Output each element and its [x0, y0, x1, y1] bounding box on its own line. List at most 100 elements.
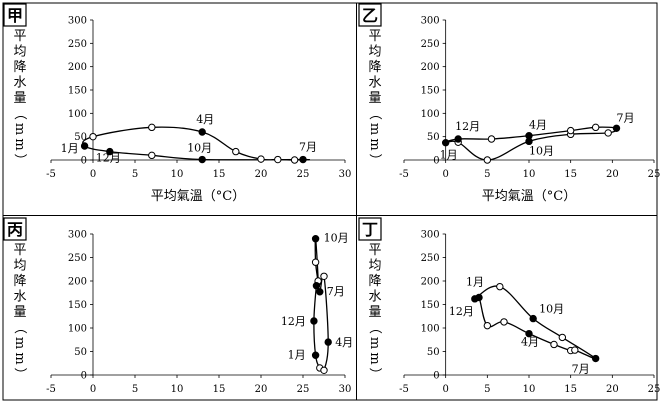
y-tick-label: 50 [74, 132, 87, 143]
y-axis-label-char: （ [367, 321, 382, 334]
point-marker-open [320, 272, 328, 280]
point-marker-open [487, 135, 496, 143]
point-marker-open [148, 123, 156, 132]
x-tick-label: 0 [90, 169, 96, 180]
point-marker-open [558, 333, 567, 342]
point-marker-open [550, 340, 558, 349]
point-marker-filled [198, 155, 206, 164]
x-tick-label: -5 [399, 169, 409, 180]
x-tick-label: 20 [606, 384, 619, 395]
point-marker-filled [311, 235, 320, 243]
x-tick-label: -5 [46, 169, 56, 180]
point-marker-filled [106, 147, 114, 156]
y-tick-label: 300 [68, 16, 87, 27]
y-axis-label-char: （ [367, 107, 382, 120]
month-label: 12月 [96, 152, 121, 165]
x-tick-label: 0 [442, 384, 448, 395]
point-marker-open [571, 346, 579, 354]
y-tick-label: 200 [421, 62, 440, 73]
panel-label: 乙 [362, 6, 378, 25]
y-axis-label-char: 水 [368, 76, 381, 91]
month-label: 12月 [281, 315, 306, 328]
y-axis-label-char: 平 [368, 243, 381, 258]
point-marker-filled [311, 351, 320, 359]
y-axis-label-char: ） [367, 367, 382, 380]
y-axis-label-char: m [367, 123, 382, 135]
x-tick-label: 5 [132, 169, 138, 180]
point-marker-filled [198, 128, 206, 136]
month-label: 7月 [617, 111, 635, 124]
month-label: 7月 [572, 363, 590, 376]
y-tick-label: 0 [433, 371, 439, 382]
month-label: 10月 [187, 142, 212, 155]
y-tick-label: 100 [68, 324, 87, 335]
y-tick-label: 150 [68, 300, 87, 311]
month-label: 4月 [196, 113, 214, 126]
point-marker-open [257, 155, 265, 163]
point-marker-filled [316, 288, 324, 296]
point-marker-open [496, 282, 504, 291]
month-label: 12月 [455, 120, 480, 133]
month-label: 4月 [529, 119, 547, 132]
y-axis-label-char: 水 [13, 290, 26, 305]
y-tick-label: 250 [421, 253, 440, 264]
y-axis-label-char: 量 [368, 91, 381, 106]
y-axis-label-char: 降 [13, 274, 26, 289]
month-label: 1月 [61, 142, 79, 155]
y-axis-label-char: m [367, 337, 382, 349]
point-marker-filled [529, 314, 537, 323]
point-marker-filled [471, 295, 479, 303]
point-marker-filled [310, 317, 318, 325]
y-axis-label-char: m [12, 352, 27, 364]
y-axis-label-char: m [12, 123, 27, 135]
x-tick-label: -5 [46, 384, 56, 395]
x-tick-label: 10 [523, 169, 536, 180]
y-axis-label-char: 平 [368, 29, 381, 44]
month-label: 12月 [449, 305, 474, 318]
y-tick-label: 250 [68, 39, 87, 50]
x-tick-label: 20 [255, 384, 268, 395]
y-axis-label-char: 平 [13, 243, 26, 258]
y-tick-label: 250 [421, 39, 440, 50]
y-axis-label-char: 水 [368, 290, 381, 305]
point-marker-open [311, 258, 320, 266]
y-axis-label-char: m [12, 337, 27, 349]
point-marker-filled [299, 155, 307, 164]
x-tick-label: 5 [132, 384, 138, 395]
y-tick-label: 150 [68, 86, 87, 97]
y-tick-label: 0 [433, 156, 439, 167]
y-tick-label: 100 [68, 109, 87, 120]
x-axis-label: 平均氣溫（°C） [151, 189, 245, 204]
panel-label: 丙 [7, 220, 23, 239]
y-axis-label-char: 降 [368, 274, 381, 289]
y-axis-label-char: 降 [368, 60, 381, 75]
point-marker-open [483, 321, 492, 330]
x-tick-label: 15 [564, 384, 577, 395]
x-tick-label: 30 [339, 384, 352, 395]
point-marker-open [483, 156, 492, 164]
point-marker-open [232, 147, 240, 156]
y-axis-label-char: m [367, 352, 382, 364]
y-axis-label-char: 均 [13, 259, 26, 274]
y-axis-label-char: 均 [368, 45, 381, 60]
x-tick-label: 25 [297, 169, 310, 180]
month-label: 10月 [529, 144, 554, 157]
x-tick-label: 25 [648, 169, 660, 180]
x-tick-label: 25 [648, 384, 660, 395]
x-tick-label: 0 [442, 169, 448, 180]
x-tick-label: 5 [484, 384, 490, 395]
month-label: 7月 [327, 285, 345, 298]
y-axis-label-char: （ [12, 107, 27, 120]
point-marker-open [290, 156, 299, 164]
x-tick-label: 20 [606, 169, 619, 180]
y-axis-label-char: 量 [368, 305, 381, 320]
month-label: 7月 [299, 141, 317, 154]
x-tick-label: 10 [523, 384, 536, 395]
month-label: 1月 [466, 275, 484, 288]
x-tick-label: 25 [297, 384, 310, 395]
